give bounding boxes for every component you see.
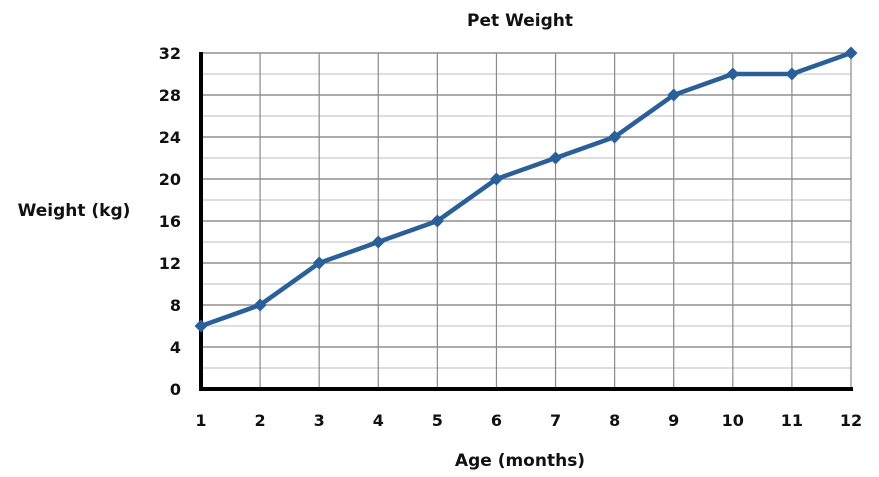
x-tick-label: 6 <box>491 411 502 430</box>
grid-lines <box>201 52 852 389</box>
chart-title: Pet Weight <box>467 11 573 31</box>
y-tick-label: 20 <box>159 170 181 189</box>
x-tick-label: 8 <box>609 411 620 430</box>
y-tick-label: 4 <box>170 338 181 357</box>
y-tick-label: 0 <box>170 380 181 399</box>
axes <box>199 52 853 391</box>
data-point-marker <box>312 256 326 270</box>
x-tick-label: 1 <box>195 411 206 430</box>
y-tick-label: 8 <box>170 296 181 315</box>
x-tick-label: 7 <box>550 411 561 430</box>
data-point-marker <box>253 298 267 312</box>
data-point-marker <box>194 319 208 333</box>
y-tick-label: 12 <box>159 254 181 273</box>
y-tick-label: 28 <box>159 86 181 105</box>
y-tick-label: 24 <box>159 128 181 147</box>
y-axis-label: Weight (kg) <box>18 201 131 221</box>
y-tick-label: 32 <box>159 44 181 63</box>
data-point-marker <box>667 88 681 102</box>
x-tick-label: 2 <box>255 411 266 430</box>
series-line <box>200 50 852 329</box>
data-point-marker <box>726 67 740 81</box>
data-point-marker <box>430 214 444 228</box>
data-point-marker <box>785 67 799 81</box>
x-tick-label: 11 <box>781 411 803 430</box>
data-point-marker <box>489 172 503 186</box>
y-tick-label: 16 <box>159 212 181 231</box>
x-tick-label: 5 <box>432 411 443 430</box>
data-point-marker <box>549 151 563 165</box>
x-tick-label: 9 <box>668 411 679 430</box>
x-tick-label: 4 <box>373 411 384 430</box>
x-tick-label: 3 <box>314 411 325 430</box>
x-tick-label: 10 <box>722 411 744 430</box>
x-tick-label: 12 <box>840 411 862 430</box>
series-layer <box>194 46 858 333</box>
data-point-marker <box>844 46 858 60</box>
data-point-marker <box>608 130 622 144</box>
x-axis-label: Age (months) <box>455 451 585 471</box>
data-point-marker <box>371 235 385 249</box>
